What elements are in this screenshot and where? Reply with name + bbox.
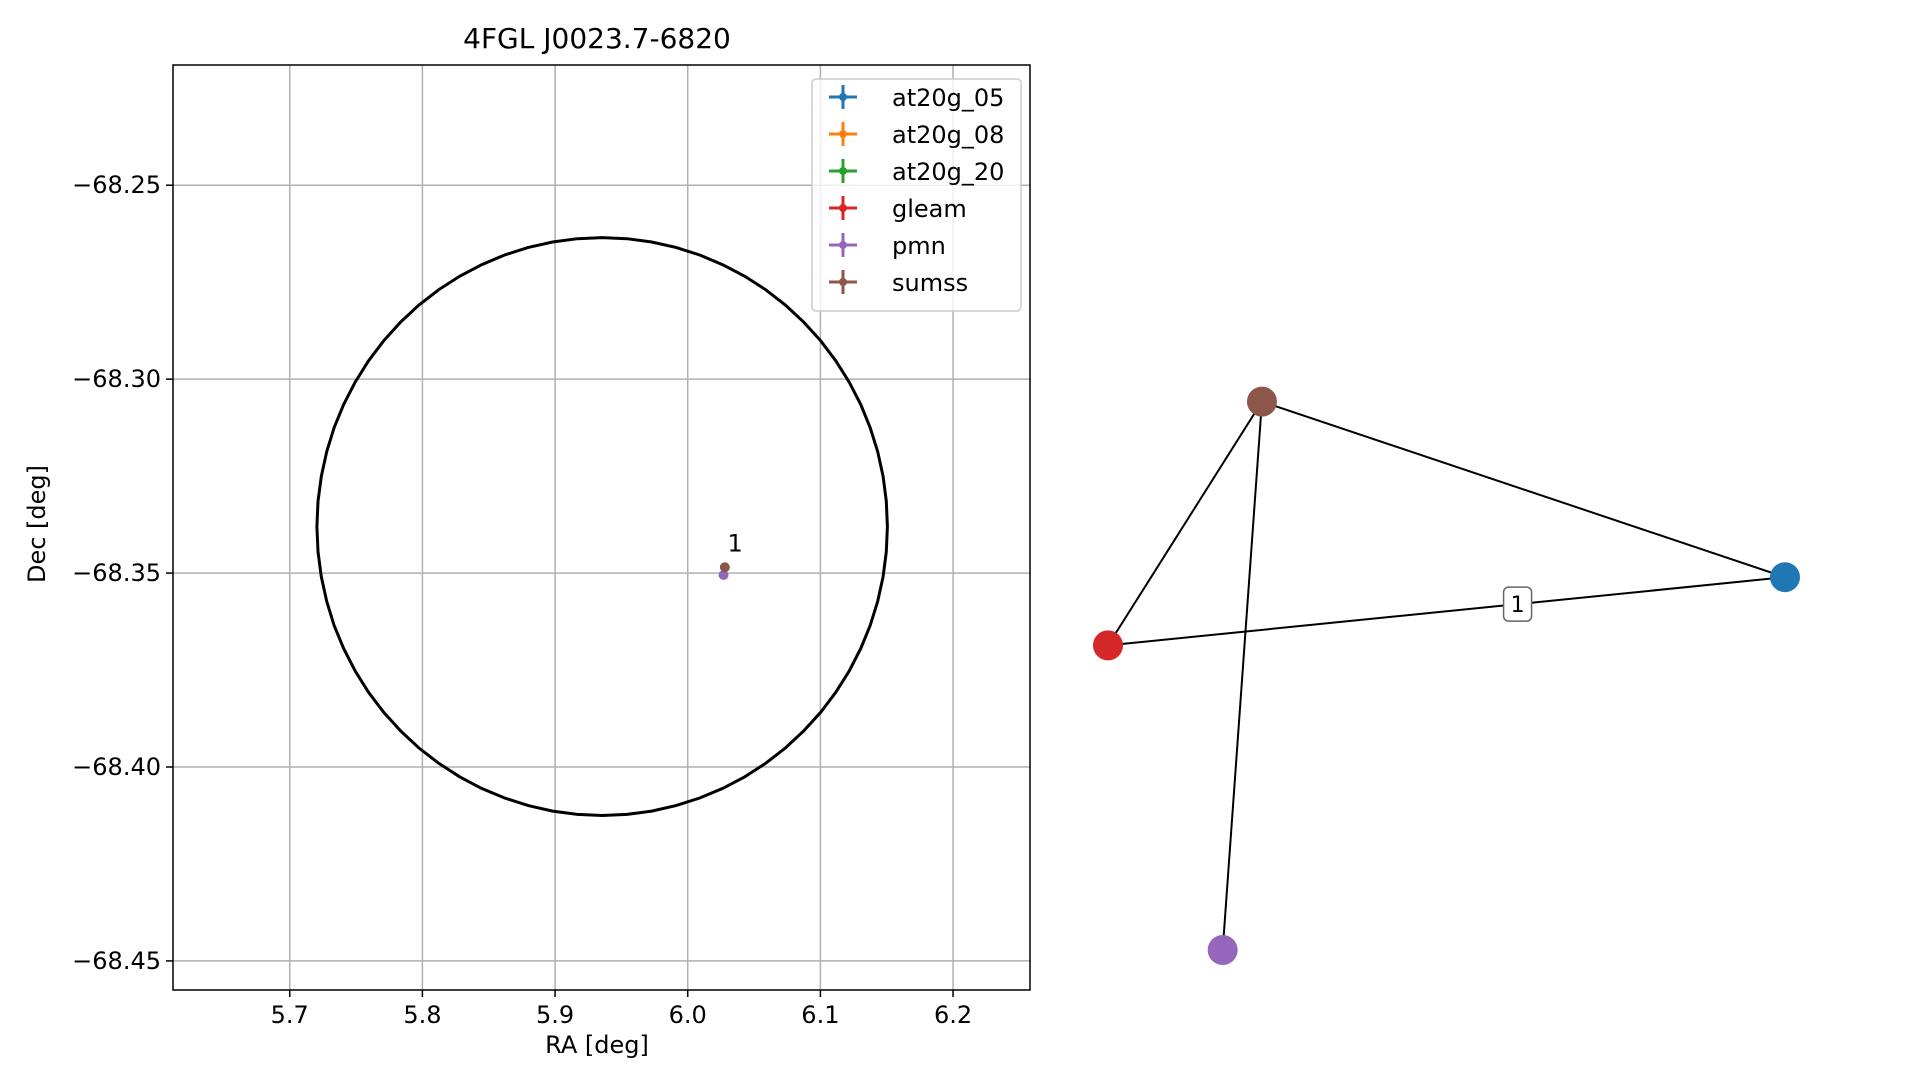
y-tick-label: −68.40 [72, 753, 161, 781]
legend-label: gleam [892, 195, 967, 223]
graph-edge-labels: 1 [1502, 586, 1533, 622]
legend-marker-dot [839, 93, 847, 101]
graph-edge-sumss-at20g_05 [1261, 400, 1786, 579]
legend-label: sumss [892, 269, 968, 297]
graph-edge-sumss-gleam [1107, 401, 1263, 646]
error-ellipse-outline [315, 236, 889, 818]
source-point-pmn [718, 570, 729, 581]
x-tick-label: 5.7 [271, 1001, 309, 1029]
legend-label: at20g_08 [892, 121, 1004, 149]
y-tick-label: −68.25 [72, 171, 161, 199]
plot-title: 4FGL J0023.7-6820 [463, 22, 731, 55]
graph-node-pmn [1207, 935, 1238, 965]
y-tick-label: −68.45 [72, 947, 161, 975]
graph-edge-gleam-at20g_05 [1107, 576, 1786, 647]
y-tick-label: −68.30 [72, 365, 161, 393]
x-tick-label: 5.9 [536, 1001, 574, 1029]
association-graph: 1 [1093, 386, 1800, 965]
match-label: 1 [728, 530, 743, 558]
legend-marker-dot [839, 130, 847, 138]
sky-position-plot: 4FGL J0023.7-6820 1 5.7 5.8 5.9 6.0 6.1 6.2 −… [23, 22, 1031, 1059]
x-tick-label: 6.0 [669, 1001, 707, 1029]
legend-marker-dot [839, 204, 847, 212]
legend-marker-dot [839, 278, 847, 286]
graph-edges [1107, 400, 1786, 951]
edge-label-box [1502, 586, 1533, 622]
x-axis-ticks: 5.7 5.8 5.9 6.0 6.1 6.2 [271, 990, 972, 1029]
match-annotations: 1 [728, 530, 743, 558]
legend-marker-dot [839, 241, 847, 249]
x-tick-label: 5.8 [403, 1001, 441, 1029]
edge-label: 1 [1511, 593, 1525, 618]
y-tick-label: −68.35 [72, 559, 161, 587]
y-axis-ticks: −68.25 −68.30 −68.35 −68.40 −68.45 [72, 171, 173, 975]
graph-nodes [1093, 386, 1800, 965]
graph-node-at20g_05 [1770, 562, 1800, 593]
x-axis-label: RA [deg] [545, 1031, 649, 1059]
legend-marker-dot [839, 167, 847, 175]
graph-edge-sumss-pmn [1221, 401, 1263, 951]
graph-node-gleam [1093, 630, 1123, 661]
source-points [718, 562, 730, 581]
x-tick-label: 6.2 [934, 1001, 972, 1029]
legend-label: pmn [892, 232, 946, 260]
graph-node-sumss [1246, 386, 1277, 417]
legend-box [811, 78, 1022, 312]
plot-frame [172, 64, 1031, 991]
error-ellipse [315, 236, 889, 818]
y-axis-label: Dec [deg] [23, 465, 51, 583]
x-tick-label: 6.1 [801, 1001, 839, 1029]
source-point-sumss [719, 562, 730, 573]
legend-label: at20g_05 [892, 84, 1004, 112]
legend-label: at20g_20 [892, 158, 1004, 186]
